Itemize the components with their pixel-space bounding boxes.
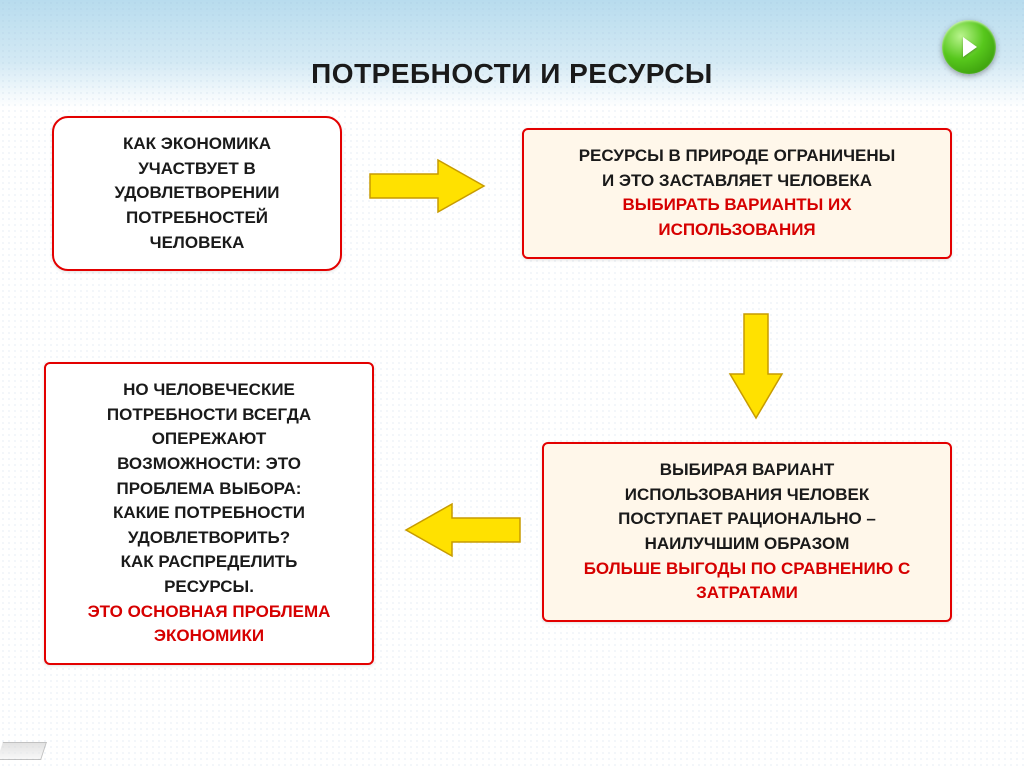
arrow-b3-to-b4 (402, 500, 522, 560)
box3-line5: БОЛЬШЕ ВЫГОДЫ ПО СРАВНЕНИЮ С (584, 559, 911, 578)
arrow-right-icon (955, 33, 983, 61)
box-economy-needs: КАК ЭКОНОМИКА УЧАСТВУЕТ В УДОВЛЕТВОРЕНИИ… (52, 116, 342, 271)
box3-line4: НАИЛУЧШИМ ОБРАЗОМ (645, 534, 850, 553)
box4-line11: ЭКОНОМИКИ (154, 626, 264, 645)
slide-title: ПОТРЕБНОСТИ И РЕСУРСЫ (0, 58, 1024, 90)
box1-line5: ЧЕЛОВЕКА (150, 233, 245, 252)
box4-line5: ПРОБЛЕМА ВЫБОРА: (117, 479, 302, 498)
arrow-b2-to-b3 (726, 312, 786, 422)
arrow-b1-to-b2 (368, 156, 488, 216)
box2-line2: И ЭТО ЗАСТАВЛЯЕТ ЧЕЛОВЕКА (602, 171, 872, 190)
box2-line3: ВЫБИРАТЬ ВАРИАНТЫ ИХ (622, 195, 851, 214)
box2-line4: ИСПОЛЬЗОВАНИЯ (658, 220, 815, 239)
box4-line2: ПОТРЕБНОСТИ ВСЕГДА (107, 405, 311, 424)
box4-line10: ЭТО ОСНОВНАЯ ПРОБЛЕМА (88, 602, 331, 621)
box3-line3: ПОСТУПАЕТ РАЦИОНАЛЬНО – (618, 509, 876, 528)
box2-line1: РЕСУРСЫ В ПРИРОДЕ ОГРАНИЧЕНЫ (579, 146, 896, 165)
box4-line6: КАКИЕ ПОТРЕБНОСТИ (113, 503, 305, 522)
box-rational-choice: ВЫБИРАЯ ВАРИАНТ ИСПОЛЬЗОВАНИЯ ЧЕЛОВЕК ПО… (542, 442, 952, 622)
box3-line1: ВЫБИРАЯ ВАРИАНТ (660, 460, 835, 479)
box4-line9: РЕСУРСЫ. (164, 577, 254, 596)
box1-line1: КАК ЭКОНОМИКА (123, 134, 271, 153)
ruler-decoration (0, 742, 47, 760)
box1-line2: УЧАСТВУЕТ В (138, 159, 256, 178)
box4-line4: ВОЗМОЖНОСТИ: ЭТО (117, 454, 301, 473)
box4-line3: ОПЕРЕЖАЮТ (152, 429, 267, 448)
box-resources-limited: РЕСУРСЫ В ПРИРОДЕ ОГРАНИЧЕНЫ И ЭТО ЗАСТА… (522, 128, 952, 259)
box4-line1: НО ЧЕЛОВЕЧЕСКИЕ (123, 380, 295, 399)
box4-line8: КАК РАСПРЕДЕЛИТЬ (121, 552, 298, 571)
box-main-problem: НО ЧЕЛОВЕЧЕСКИЕ ПОТРЕБНОСТИ ВСЕГДА ОПЕРЕ… (44, 362, 374, 665)
box4-line7: УДОВЛЕТВОРИТЬ? (128, 528, 290, 547)
box1-line3: УДОВЛЕТВОРЕНИИ (114, 183, 279, 202)
box1-line4: ПОТРЕБНОСТЕЙ (126, 208, 268, 227)
box3-line2: ИСПОЛЬЗОВАНИЯ ЧЕЛОВЕК (625, 485, 869, 504)
box3-line6: ЗАТРАТАМИ (696, 583, 798, 602)
